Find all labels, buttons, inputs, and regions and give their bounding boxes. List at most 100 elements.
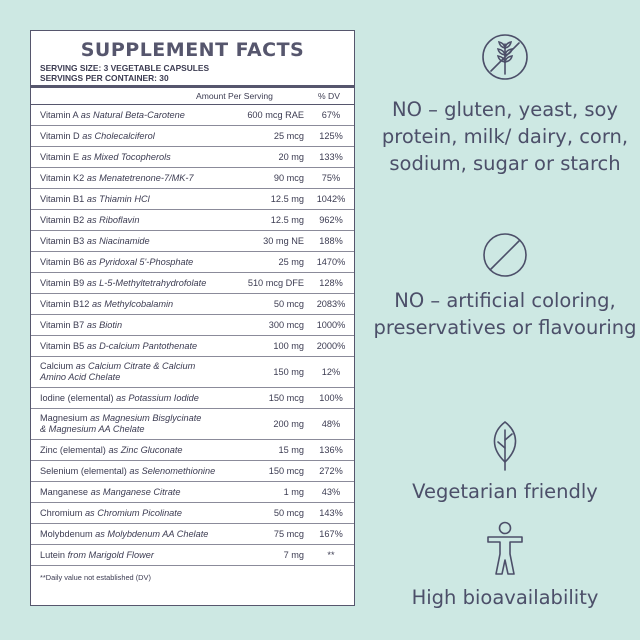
leaf-icon [485,420,525,477]
nutrient-source: as Natural Beta-Carotene [80,109,185,120]
nutrient-label: Vitamin B2 [40,214,85,225]
table-row: Lutein from Marigold Flower 7 mg ** [31,545,354,566]
nutrient-source: as Manganese Citrate [90,486,181,497]
amount-per-serving: 12.5 mg [270,193,304,204]
table-row: Vitamin D as Cholecalciferol 25 mcg 125% [31,126,354,147]
nutrient-name: Vitamin B9 as L-5-Methyltetrahydrofolate [40,278,224,289]
person-icon [485,520,525,581]
no-wheat-icon [478,30,532,89]
amount-per-serving: 90 mcg [273,172,304,183]
table-row: Vitamin K2 as Menatetrenone-7/MK-7 90 mcg… [31,168,354,189]
amount-per-serving: 50 mcg [273,298,304,309]
amount-per-serving: 100 mg [273,340,304,351]
nutrient-name: Vitamin A as Natural Beta-Carotene [40,110,224,121]
nutrient-source: as L-5-Methyltetrahydrofolate [86,277,207,288]
serving-info: SERVING SIZE: 3 VEGETABLE CAPSULES SERVI… [31,63,354,83]
nutrient-label: Molybdenum [40,528,93,539]
nutrient-label: Vitamin D [40,130,80,141]
amount-per-serving: 510 mcg DFE [247,277,304,288]
nutrient-source: as Biotin [86,319,123,330]
nutrient-source: as Magnesium Bisglycinate & Magnesium AA… [40,413,202,434]
nutrient-name: Molybdenum as Molybdenum AA Chelate [40,529,224,540]
daily-value: 188% [319,235,343,246]
nutrient-label: Selenium (elemental) [40,465,127,476]
nutrient-source: as Chromium Picolinate [84,507,182,518]
nutrient-name: Vitamin B12 as Methylcobalamin [40,299,224,310]
nutrient-source: as Methylcobalamin [91,298,174,309]
nutrient-name: Vitamin B7 as Biotin [40,320,224,331]
nutrient-name: Manganese as Manganese Citrate [40,487,224,498]
daily-value: 48% [321,418,341,429]
nutrient-name: Vitamin K2 as Menatetrenone-7/MK-7 [40,173,224,184]
nutrient-label: Iodine (elemental) [40,392,114,403]
nutrient-source: as Pyridoxal 5'-Phosphate [86,256,194,267]
nutrient-label: Manganese [40,486,89,497]
nutrient-label: Vitamin B1 [40,193,85,204]
table-row: Manganese as Manganese Citrate 1 mg 43% [31,482,354,503]
table-row: Magnesium as Magnesium Bisglycinate & Ma… [31,409,354,440]
amount-per-serving: 150 mcg [268,465,304,476]
nutrient-name: Vitamin B6 as Pyridoxal 5'-Phosphate [40,257,224,268]
daily-value: 128% [319,277,343,288]
daily-value: 43% [321,486,341,497]
nutrient-name: Chromium as Chromium Picolinate [40,508,224,519]
amount-per-serving: 25 mg [278,256,304,267]
table-row: Chromium as Chromium Picolinate 50 mcg 143… [31,503,354,524]
nutrient-label: Zinc (elemental) [40,444,106,455]
table-row: Selenium (elemental) as Selenomethionine… [31,461,354,482]
table-row: Vitamin B9 as L-5-Methyltetrahydrofolate… [31,273,354,294]
amount-per-serving: 50 mcg [273,507,304,518]
daily-value: 2083% [316,298,346,309]
daily-value: 133% [319,151,343,162]
amount-per-serving: 30 mg NE [263,235,304,246]
nutrient-name: Zinc (elemental) as Zinc Gluconate [40,445,224,456]
amount-per-serving: 12.5 mg [270,214,304,225]
nutrient-name: Vitamin E as Mixed Tocopherols [40,152,224,163]
facts-table: Vitamin A as Natural Beta-Carotene 600 mc… [31,105,354,566]
feature-no-artificial: NO – artificial coloring, preservatives … [373,289,637,339]
nutrient-label: Vitamin K2 [40,172,85,183]
nutrient-label: Vitamin B9 [40,277,85,288]
daily-value: 67% [321,109,341,120]
amount-per-serving: 600 mcg RAE [247,109,304,120]
daily-value: ** [327,549,335,560]
nutrient-name: Iodine (elemental) as Potassium Iodide [40,393,224,404]
table-row: Vitamin B2 as Riboflavin 12.5 mg 962% [31,210,354,231]
daily-value: 125% [319,130,343,141]
nutrient-source: as Calcium Citrate & Calcium Amino Acid … [40,361,196,382]
table-row: Calcium as Calcium Citrate & Calcium Ami… [31,357,354,388]
amount-per-serving: 25 mcg [273,130,304,141]
amount-per-serving: 20 mg [278,151,304,162]
footnote: **Daily value not established (DV) [40,573,151,582]
amount-per-serving: 150 mg [273,366,304,377]
table-row: Zinc (elemental) as Zinc Gluconate 15 mg 1… [31,440,354,461]
nutrient-name: Lutein from Marigold Flower [40,550,224,561]
amount-per-serving: 75 mcg [273,528,304,539]
amount-column-header: Amount Per Serving [196,91,273,101]
amount-per-serving: 15 mg [278,444,304,455]
facts-title: SUPPLEMENT FACTS [80,39,305,61]
nutrient-label: Vitamin B6 [40,256,85,267]
serving-size: SERVING SIZE: 3 VEGETABLE CAPSULES [40,63,210,73]
features-column: NO – gluten, yeast, soy protein, milk/ d… [370,0,640,640]
divider [31,85,354,88]
nutrient-name: Magnesium as Magnesium Bisglycinate & Ma… [40,413,224,435]
servings-per-container: SERVINGS PER CONTAINER: 30 [40,73,169,83]
table-row: Vitamin B3 as Niacinamide 30 mg NE 188% [31,231,354,252]
feature-no-allergens: NO – gluten, yeast, soy protein, milk/ d… [381,98,629,175]
nutrient-source: as Mixed Tocopherols [81,151,171,162]
table-row: Vitamin A as Natural Beta-Carotene 600 mc… [31,105,354,126]
supplement-facts-panel: SUPPLEMENT FACTS SERVING SIZE: 3 VEGETAB… [30,30,355,606]
nutrient-label: Vitamin B5 [40,340,85,351]
nutrient-label: Magnesium [40,413,88,423]
amount-per-serving: 7 mg [283,549,304,560]
nutrient-label: Vitamin B12 [40,298,90,309]
table-row: Molybdenum as Molybdenum AA Chelate 75 mc… [31,524,354,545]
daily-value: 1042% [316,193,346,204]
table-row: Vitamin B6 as Pyridoxal 5'-Phosphate 25 m… [31,252,354,273]
nutrient-name: Vitamin B1 as Thiamin HCl [40,194,224,205]
nutrient-label: Calcium [40,361,74,371]
nutrient-source: as Molybdenum AA Chelate [95,528,209,539]
nutrient-source: as Menatetrenone-7/MK-7 [86,172,194,183]
nutrient-source: as Thiamin HCl [86,193,150,204]
